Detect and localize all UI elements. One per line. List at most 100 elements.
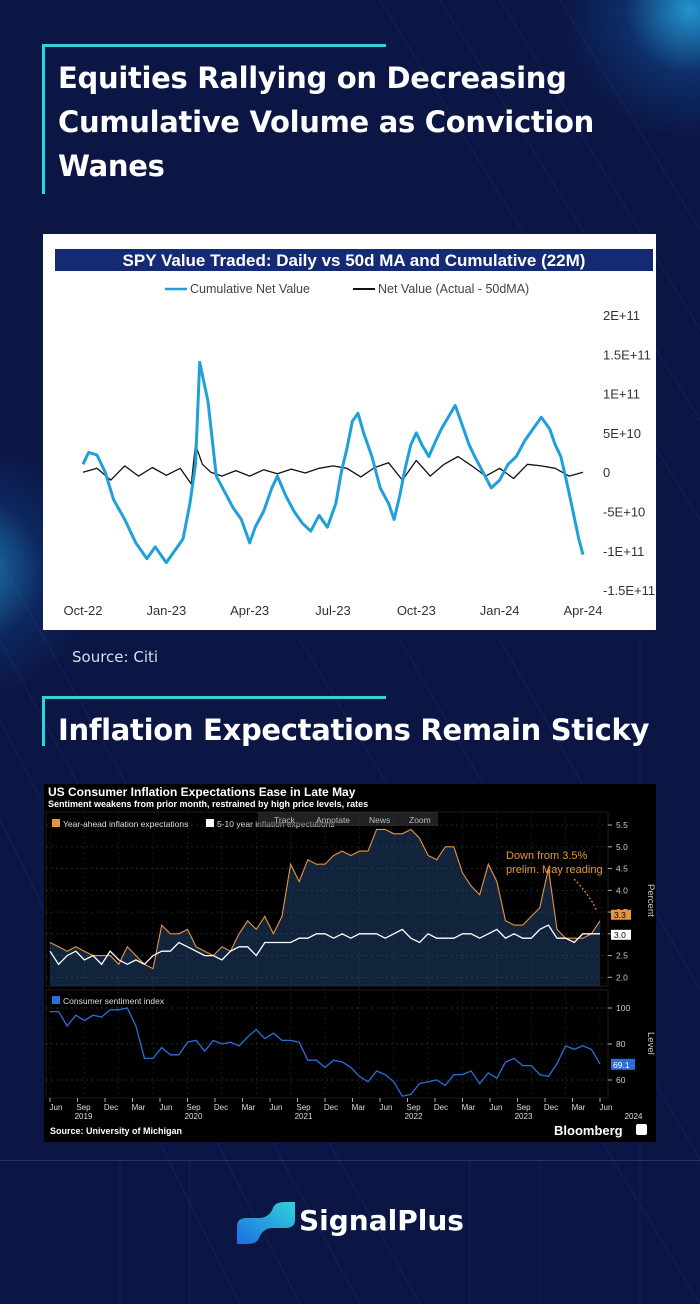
x-tick-year: 2023 (515, 1112, 533, 1121)
x-tick-month: Jun (160, 1103, 173, 1112)
x-tick-label: Apr-24 (563, 603, 602, 618)
toolbar-zoom-button[interactable]: Zoom (409, 815, 431, 825)
legend-label-sentiment: Consumer sentiment index (63, 996, 165, 1006)
x-tick-month: Jun (600, 1103, 613, 1112)
x-tick-month: Jun (270, 1103, 283, 1112)
consumer-sentiment-line (50, 1007, 601, 1097)
inflation-expectations-chart: US Consumer Inflation Expectations Ease … (44, 784, 656, 1142)
heading-title: Inflation Expectations Remain Sticky (58, 713, 650, 747)
heading-accent-bar (42, 44, 386, 47)
x-tick-month: Dec (214, 1103, 228, 1112)
five-ten-year-line (49, 924, 600, 966)
heading-accent-side (42, 44, 45, 194)
y-tick-label: -5E+10 (603, 505, 645, 520)
y-tick-label: 5.5 (616, 820, 628, 830)
x-tick-month: Sep (406, 1103, 421, 1112)
x-tick-label: Oct-23 (397, 603, 436, 618)
legend-swatch-sentiment (52, 996, 60, 1004)
annotation-arrow (573, 878, 598, 912)
heading-accent-bar (42, 696, 386, 699)
heading-title: Equities Rallying on Decreasing Cumulati… (42, 44, 682, 188)
chart1-title: SPY Value Traded: Daily vs 50d MA and Cu… (123, 251, 586, 270)
y-tick-label: -1E+11 (603, 544, 644, 559)
y-tick-label: 4.5 (616, 864, 628, 874)
x-tick-label: Apr-23 (230, 603, 269, 618)
x-tick-month: Dec (104, 1103, 118, 1112)
annotation-line-1: Down from 3.5% (506, 850, 588, 862)
sentiment-last-value: 69.1 (613, 1060, 630, 1070)
y-tick-label: 0 (603, 465, 610, 480)
x-tick-month: Mar (352, 1103, 366, 1112)
legend-label-year-ahead: Year-ahead inflation expectations (63, 819, 188, 829)
net-value-line (82, 444, 584, 485)
x-tick-month: Dec (324, 1103, 338, 1112)
y-tick-label: 2.5 (616, 951, 628, 961)
x-tick-year: 2019 (75, 1112, 93, 1121)
x-tick-label: Jul-23 (315, 603, 350, 618)
y-tick-label: 2.0 (616, 972, 628, 982)
top-panel-ylabel: Percent (645, 884, 656, 917)
bloomberg-icon (636, 1124, 647, 1135)
x-tick-month: Jun (380, 1103, 393, 1112)
bloomberg-brand: Bloomberg (554, 1123, 623, 1138)
section-heading-equities: Equities Rallying on Decreasing Cumulati… (42, 44, 682, 194)
legend-swatch-5-10-year (206, 819, 214, 827)
x-tick-month: Mar (462, 1103, 476, 1112)
y-tick-label: 60 (616, 1075, 626, 1085)
heading-accent-side (42, 696, 45, 746)
y-tick-label: 80 (616, 1039, 626, 1049)
x-tick-year: 2022 (405, 1112, 423, 1121)
x-tick-month: Dec (434, 1103, 448, 1112)
chart2-title: US Consumer Inflation Expectations Ease … (48, 785, 356, 799)
x-tick-month: Mar (242, 1103, 256, 1112)
chart2-source: Source: University of Michigan (50, 1126, 182, 1136)
footer-divider (0, 1160, 700, 1161)
year-ahead-last-badge (611, 909, 631, 920)
x-tick-year: 2024 (625, 1112, 643, 1121)
x-tick-label: Jan-23 (146, 603, 186, 618)
heading-line-1: Equities Rallying on Decreasing (58, 61, 567, 95)
five-ten-year-last-value: 3.0 (614, 930, 626, 940)
sentiment-last-badge (611, 1058, 635, 1070)
bottom-panel-ylabel: Level (645, 1032, 656, 1055)
x-tick-month: Mar (572, 1103, 586, 1112)
x-tick-label: Oct-22 (63, 603, 102, 618)
y-tick-label: 1E+11 (603, 387, 640, 402)
chart2-subtitle: Sentiment weakens from prior month, rest… (48, 799, 368, 809)
spy-value-chart-svg: SPY Value Traded: Daily vs 50d MA and Cu… (55, 249, 655, 618)
y-tick-label: 2E+11 (603, 308, 640, 323)
y-tick-label: 5.0 (616, 842, 628, 852)
x-tick-month: Sep (186, 1103, 201, 1112)
year-ahead-line (49, 828, 601, 970)
heading-line-2: Cumulative Volume as Conviction (58, 105, 595, 139)
toolbar-news-button[interactable]: News (369, 815, 390, 825)
cumulative-net-value-line (81, 360, 585, 565)
x-tick-label: Jan-24 (480, 603, 520, 618)
inflation-chart-svg: US Consumer Inflation Expectations Ease … (45, 785, 656, 1138)
toolbar-annotate-button[interactable]: Annotate (316, 815, 350, 825)
x-tick-month: Sep (76, 1103, 91, 1112)
x-tick-month: Jun (50, 1103, 63, 1112)
spy-value-chart: SPY Value Traded: Daily vs 50d MA and Cu… (43, 234, 656, 630)
y-tick-label: 100 (616, 1003, 630, 1013)
annotation-line-2: prelim. May reading (506, 864, 603, 876)
chart-toolbar: Track Annotate News Zoom (258, 812, 438, 826)
x-tick-year: 2021 (295, 1112, 313, 1121)
chart1-title-banner (55, 249, 653, 271)
legend-label-net: Net Value (Actual - 50dMA) (378, 282, 529, 296)
toolbar-background (258, 812, 438, 826)
signalplus-logo[interactable]: SignalPlus (235, 1200, 475, 1248)
section-heading-inflation: Inflation Expectations Remain Sticky (42, 696, 682, 747)
x-tick-month: Dec (544, 1103, 558, 1112)
signalplus-logo-icon (237, 1202, 295, 1244)
y-tick-label: 5E+10 (603, 426, 641, 441)
toolbar-track-button[interactable]: Track (274, 815, 296, 825)
y-tick-label: 4.0 (616, 885, 628, 895)
legend-swatch-year-ahead (52, 819, 60, 827)
signalplus-wordmark: SignalPlus (299, 1204, 464, 1237)
x-tick-month: Jun (490, 1103, 503, 1112)
source-note: Source: Citi (72, 648, 159, 666)
x-tick-year: 2020 (185, 1112, 203, 1121)
heading-line-3: Wanes (58, 149, 165, 183)
five-ten-year-last-badge (611, 929, 631, 940)
